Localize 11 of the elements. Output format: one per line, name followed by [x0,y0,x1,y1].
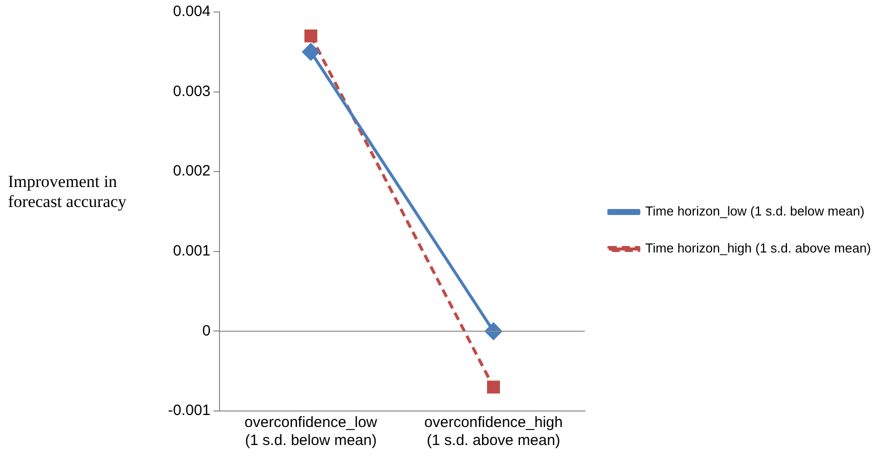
y-tick-label: 0.004 [172,3,211,20]
y-tick-label: 0.002 [172,162,211,180]
y-tick-label: -0.001 [168,402,211,420]
legend-label: Time horizon_high (1 s.d. above mean) [645,240,872,256]
y-tick-label: 0.001 [172,242,211,260]
y-tick-label: 0 [202,322,211,340]
y-axis-title: Improvement in forecast accuracy [8,172,128,212]
x-tick-label: overconfidence_low (1 s.d. below mean) [244,414,378,450]
legend-label: Time horizon_low (1 s.d. below mean) [645,204,864,219]
y-tick-label: 0.003 [172,82,211,100]
x-tick-label: overconfidence_high (1 s.d. above mean) [424,414,563,450]
